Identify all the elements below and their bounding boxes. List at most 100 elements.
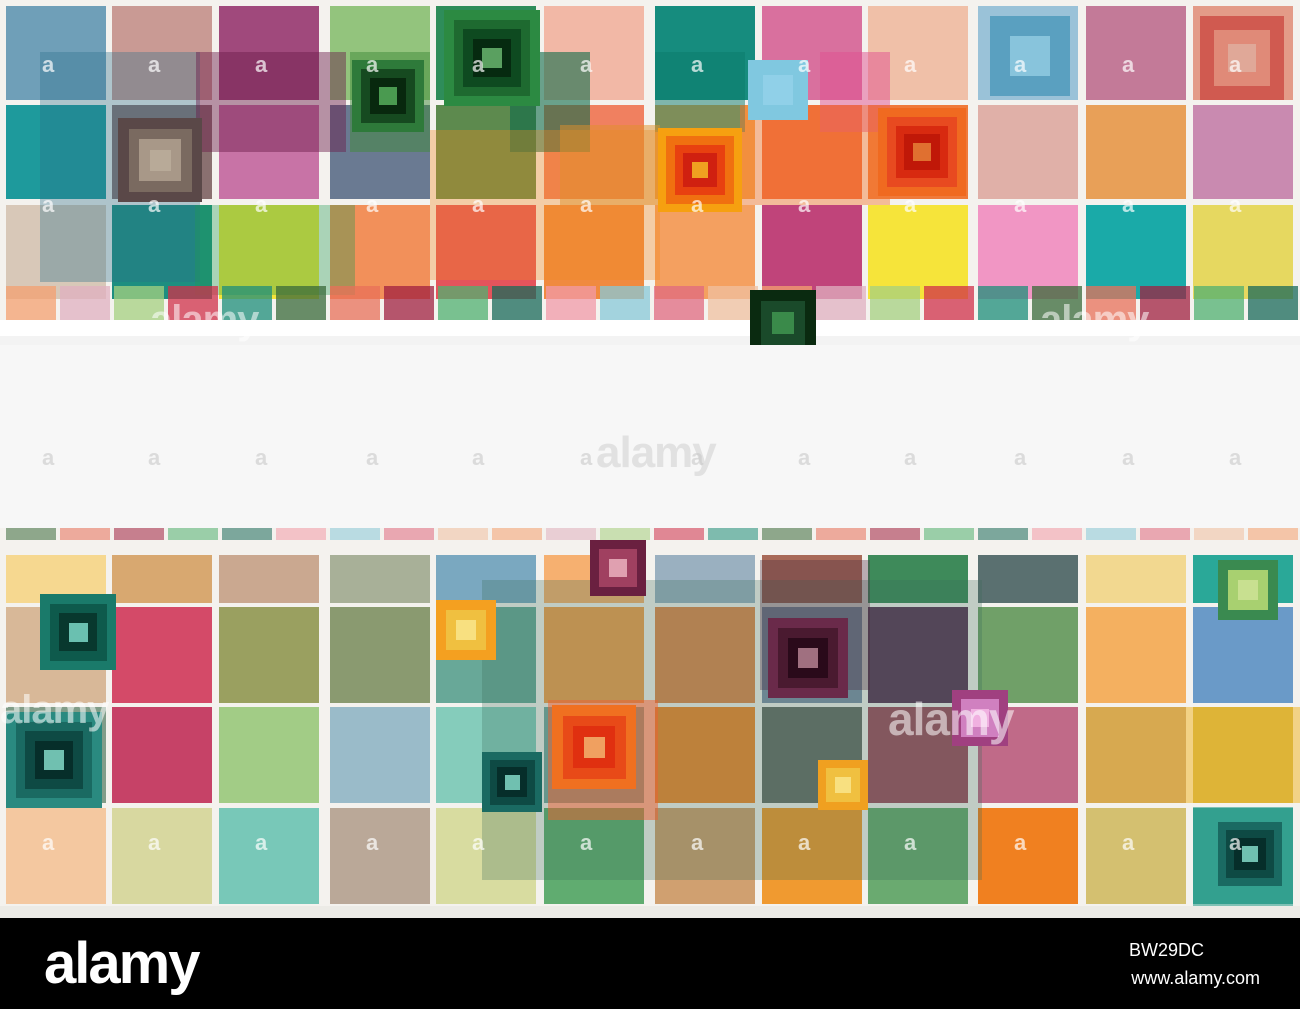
mosaic-tile: [655, 555, 755, 603]
mosaic-tile: [868, 707, 968, 803]
mosaic-tile: [608, 558, 628, 578]
watermark-a-mark: a: [1229, 830, 1242, 855]
mosaic-tile: [978, 105, 1078, 199]
mosaic-tile: [1086, 528, 1136, 540]
watermark-a-mark: a: [472, 52, 485, 77]
mosaic-tile: [1010, 36, 1050, 76]
watermark-a-mark: a: [366, 52, 379, 77]
watermark-a-mark: a: [1014, 52, 1027, 77]
mosaic-tile: [655, 52, 745, 132]
mosaic-tile: [655, 205, 755, 299]
mosaic-tile: [168, 528, 218, 540]
watermark-a-mark: a: [472, 192, 485, 217]
watermark-a-mark: a: [1229, 52, 1242, 77]
mosaic-tile: [6, 286, 56, 320]
watermark-a-mark: a: [148, 192, 161, 217]
mosaic-tile: [112, 607, 212, 703]
watermark-a-mark: a: [580, 445, 593, 470]
mosaic-tile: [654, 528, 704, 540]
watermark-a-mark: a: [691, 192, 704, 217]
watermark-a-mark: a: [255, 192, 268, 217]
watermark-a-mark: a: [366, 445, 379, 470]
mosaic-tile: [276, 528, 326, 540]
mosaic-tile: [6, 528, 56, 540]
mosaic-tile: [1242, 846, 1258, 862]
mosaic-tile: [1193, 607, 1293, 703]
mosaic-tile: [762, 205, 862, 299]
mosaic-tile: [708, 286, 758, 320]
mosaic-tile: [219, 6, 319, 100]
colored-squares-mosaic: [0, 6, 1300, 918]
mosaic-tile: [6, 205, 106, 299]
mosaic-tile: [222, 286, 272, 320]
mosaic-tile: [112, 555, 212, 603]
mosaic-tile: [691, 161, 709, 179]
mosaic-tile: [762, 808, 862, 904]
mosaic-tile: [978, 205, 1078, 299]
mosaic-tile: [436, 808, 536, 904]
watermark-a-mark: a: [904, 192, 917, 217]
mosaic-tile: [219, 205, 319, 299]
watermark-a-mark: a: [42, 52, 55, 77]
mosaic-tile: [219, 808, 319, 904]
watermark-a-mark: a: [42, 192, 55, 217]
mosaic-tile: [655, 808, 755, 904]
watermark-a-mark: a: [1122, 445, 1135, 470]
mosaic-tile: [1193, 105, 1293, 199]
footer-url: www.alamy.com: [1131, 968, 1260, 988]
watermark-a-mark: a: [1014, 192, 1027, 217]
watermark-text: alamy: [150, 298, 259, 342]
watermark-a-mark: a: [1122, 52, 1135, 77]
mosaic-tile: [492, 286, 542, 320]
mosaic-tile: [112, 808, 212, 904]
mosaic-tile: [114, 528, 164, 540]
mosaic-tile: [1194, 528, 1244, 540]
watermark-a-mark: a: [580, 52, 593, 77]
mosaic-tile: [708, 528, 758, 540]
mosaic-tile: [330, 286, 380, 320]
watermark-a-mark: a: [42, 830, 55, 855]
mosaic-tile: [222, 528, 272, 540]
mosaic-tile: [482, 48, 502, 68]
watermark-text: alamy: [0, 688, 109, 732]
watermark-a-mark: a: [366, 192, 379, 217]
blank-white-banner: [0, 345, 1300, 528]
mosaic-tile: [544, 808, 644, 904]
mosaic-tile: [816, 528, 866, 540]
mosaic-tile: [772, 312, 794, 334]
abstract-mosaic-image: alamy alamy alamy alamy alamy a a a a a a a a a a a a a a…: [0, 0, 1300, 918]
watermark-a-mark: a: [148, 52, 161, 77]
watermark-a-mark: a: [1014, 830, 1027, 855]
mosaic-tile: [219, 707, 319, 803]
watermark-a-mark: a: [42, 445, 55, 470]
mosaic-tile: [1193, 205, 1293, 299]
watermark-a-mark: a: [148, 445, 161, 470]
mosaic-tile: [1248, 286, 1298, 320]
mosaic-tile: [0, 336, 1300, 345]
mosaic-tile: [112, 6, 212, 100]
watermark-a-mark: a: [148, 830, 161, 855]
mosaic-tile: [655, 607, 755, 703]
mosaic-tile: [219, 105, 319, 199]
mosaic-tile: [868, 205, 968, 299]
watermark-a-mark: a: [691, 52, 704, 77]
mosaic-tile: [330, 808, 430, 904]
mosaic-tile: [762, 555, 862, 603]
mosaic-tile: [1086, 205, 1186, 299]
center-watermark: alamy: [596, 428, 717, 477]
watermark-a-mark: a: [1229, 445, 1242, 470]
mosaic-tile: [44, 750, 64, 770]
mosaic-tile: [1086, 6, 1186, 100]
mosaic-tile: [868, 555, 968, 603]
mosaic-tile: [6, 105, 106, 199]
watermark-a-mark: a: [798, 445, 811, 470]
mosaic-tile: [60, 286, 110, 320]
mosaic-tile: [60, 528, 110, 540]
mosaic-tile: [168, 286, 218, 320]
watermark-a-mark: a: [255, 830, 268, 855]
mosaic-tile: [219, 555, 319, 603]
mosaic-tile: [1086, 286, 1136, 320]
mosaic-tile: [0, 906, 1300, 918]
mosaic-tile: [870, 528, 920, 540]
mosaic-tile: [816, 286, 866, 320]
